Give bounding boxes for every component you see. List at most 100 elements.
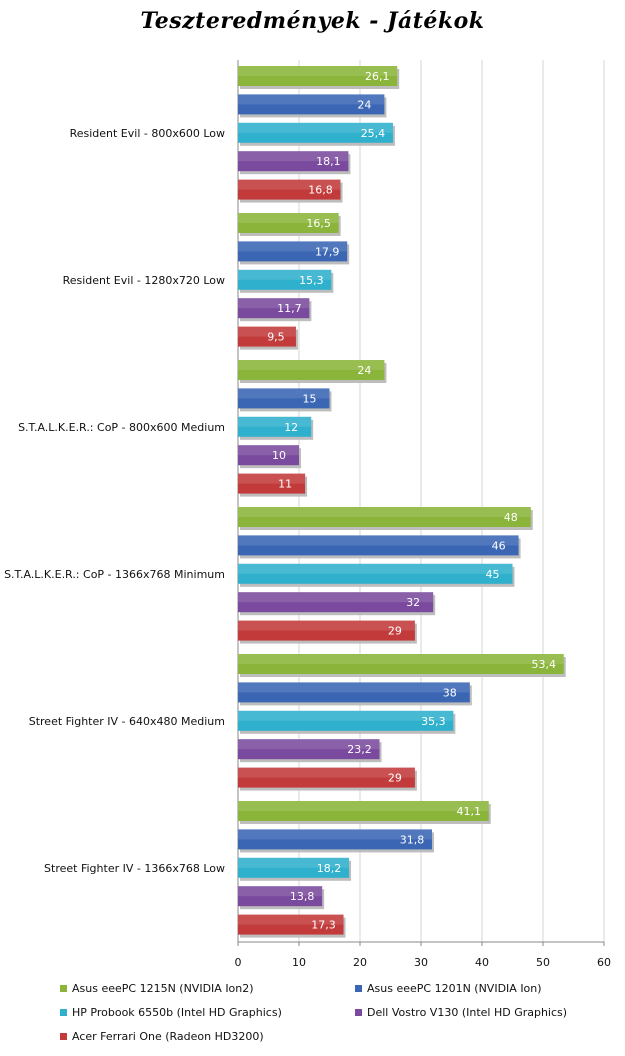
- data-label: 18,2: [317, 862, 342, 875]
- bar: [238, 620, 415, 641]
- bar-highlight: [238, 66, 398, 76]
- bar-highlight: [238, 473, 306, 484]
- bar: [238, 66, 398, 86]
- category-label: S.T.A.L.K.E.R.: CoP - 1366x768 Minimum: [4, 568, 225, 581]
- legend-swatch: [355, 1009, 362, 1016]
- bar: [238, 179, 341, 200]
- data-label: 17,3: [311, 919, 336, 932]
- chart-legend: Asus eeePC 1215N (NVIDIA Ion2) Asus eeePC…: [60, 982, 620, 1052]
- data-label: 12: [284, 421, 298, 434]
- data-label: 13,8: [290, 890, 315, 903]
- bar: [238, 739, 380, 760]
- x-tick-label: 0: [235, 956, 242, 969]
- bar-highlight: [238, 122, 393, 133]
- bar: [238, 416, 312, 437]
- category-label: Resident Evil - 1280x720 Low: [63, 274, 225, 287]
- data-label: 29: [388, 625, 402, 638]
- bar: [238, 445, 299, 466]
- bar-highlight: [238, 682, 470, 693]
- bar-highlight: [238, 829, 432, 840]
- legend-swatch: [355, 985, 362, 992]
- bar: [238, 298, 310, 319]
- bar: [238, 886, 323, 907]
- data-label: 24: [357, 98, 371, 111]
- bar-highlight: [238, 592, 434, 603]
- data-label: 31,8: [400, 833, 425, 846]
- bar-highlight: [238, 416, 312, 427]
- bar: [238, 914, 344, 935]
- x-tick-label: 40: [475, 956, 489, 969]
- chart-title: Teszteredmények - Játékok: [140, 8, 485, 34]
- legend-item: Dell Vostro V130 (Intel HD Graphics): [355, 1006, 567, 1019]
- bar: [238, 94, 385, 115]
- bar: [238, 710, 454, 731]
- data-label: 26,1: [365, 70, 390, 83]
- bar-highlight: [238, 857, 350, 868]
- bar: [238, 151, 349, 172]
- category-label: S.T.A.L.K.E.R.: CoP - 800x600 Medium: [18, 421, 225, 434]
- bar-highlight: [238, 269, 332, 280]
- data-label: 17,9: [315, 245, 340, 258]
- data-label: 16,8: [308, 184, 333, 197]
- bar: [238, 563, 513, 584]
- legend-label: Asus eeePC 1215N (NVIDIA Ion2): [72, 982, 254, 995]
- data-label: 23,2: [347, 743, 372, 756]
- legend-label: HP Probook 6550b (Intel HD Graphics): [72, 1006, 282, 1019]
- bar-highlight: [238, 326, 296, 337]
- bar: [238, 122, 393, 143]
- x-tick-label: 30: [414, 956, 428, 969]
- bar-highlight: [238, 767, 415, 778]
- data-label: 11: [278, 478, 292, 491]
- x-tick-label: 20: [353, 956, 367, 969]
- data-label: 41,1: [456, 805, 481, 818]
- data-label: 48: [504, 511, 518, 524]
- category-label: Resident Evil - 800x600 Low: [70, 127, 225, 140]
- category-label: Street Fighter IV - 1366x768 Low: [44, 862, 225, 875]
- data-label: 18,1: [316, 155, 341, 168]
- bar: [238, 507, 531, 527]
- data-label: 24: [357, 364, 371, 377]
- bar-highlight: [238, 620, 415, 631]
- data-label: 11,7: [277, 302, 302, 315]
- bar-highlight: [238, 739, 380, 750]
- bar: [238, 269, 332, 290]
- x-tick-label: 60: [597, 956, 611, 969]
- bar: [238, 473, 306, 494]
- bar: [238, 326, 296, 347]
- bar: [238, 829, 432, 850]
- data-label: 16,5: [306, 217, 331, 230]
- bar-highlight: [238, 445, 299, 456]
- bar-highlight: [238, 151, 349, 162]
- bar: [238, 857, 350, 878]
- bar: [238, 213, 339, 233]
- bar: [238, 654, 564, 674]
- bar-highlight: [238, 563, 513, 574]
- bar-highlight: [238, 654, 564, 664]
- legend-item: HP Probook 6550b (Intel HD Graphics): [60, 1006, 282, 1019]
- data-label: 10: [272, 449, 286, 462]
- data-label: 15: [303, 392, 317, 405]
- data-label: 53,4: [531, 658, 556, 671]
- data-label: 25,4: [361, 127, 386, 140]
- data-label: 29: [388, 772, 402, 785]
- bar: [238, 388, 330, 409]
- legend-item: Asus eeePC 1201N (NVIDIA Ion): [355, 982, 542, 995]
- data-label: 38: [443, 686, 457, 699]
- data-label: 35,3: [421, 715, 446, 728]
- x-tick-label: 10: [292, 956, 306, 969]
- bar-highlight: [238, 388, 330, 399]
- data-label: 32: [406, 596, 420, 609]
- bar-highlight: [238, 914, 344, 925]
- bar-highlight: [238, 535, 519, 546]
- bar-highlight: [238, 179, 341, 190]
- bar-highlight: [238, 213, 339, 223]
- bar-highlight: [238, 360, 385, 370]
- x-tick-label: 50: [536, 956, 550, 969]
- bar-highlight: [238, 298, 310, 309]
- bar: [238, 682, 470, 703]
- legend-swatch: [60, 1033, 67, 1040]
- legend-label: Acer Ferrari One (Radeon HD3200): [72, 1030, 264, 1043]
- bar-chart: 0 10 20 30 40 50 60 Resident Evil - 800x600 Low…: [4, 60, 611, 969]
- bar-highlight: [238, 241, 348, 252]
- legend-swatch: [60, 985, 67, 992]
